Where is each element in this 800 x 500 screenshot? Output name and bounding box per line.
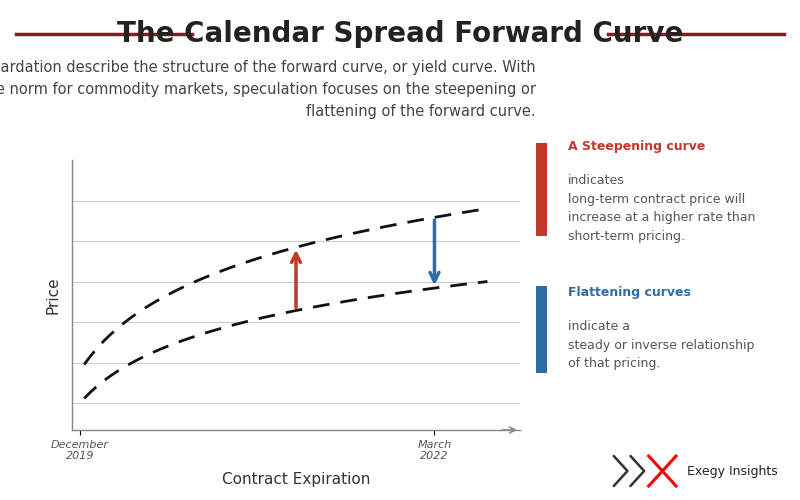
Text: indicate a
steady or inverse relationship
of that pricing.: indicate a steady or inverse relationshi… <box>568 320 754 370</box>
Y-axis label: Price: Price <box>46 276 61 314</box>
Text: Exegy Insights: Exegy Insights <box>686 464 778 477</box>
Text: Flattening curves: Flattening curves <box>568 286 691 299</box>
Text: The Calendar Spread Forward Curve: The Calendar Spread Forward Curve <box>117 20 683 48</box>
Text: Contango and backwardation describe the structure of the forward curve, or yield: Contango and backwardation describe the … <box>0 60 536 120</box>
Bar <box>536 286 547 373</box>
Text: indicates
long-term contract price will
increase at a higher rate than
short-ter: indicates long-term contract price will … <box>568 174 756 243</box>
Bar <box>536 144 547 236</box>
Text: A Steepening curve: A Steepening curve <box>568 140 706 153</box>
X-axis label: Contract Expiration: Contract Expiration <box>222 472 370 488</box>
